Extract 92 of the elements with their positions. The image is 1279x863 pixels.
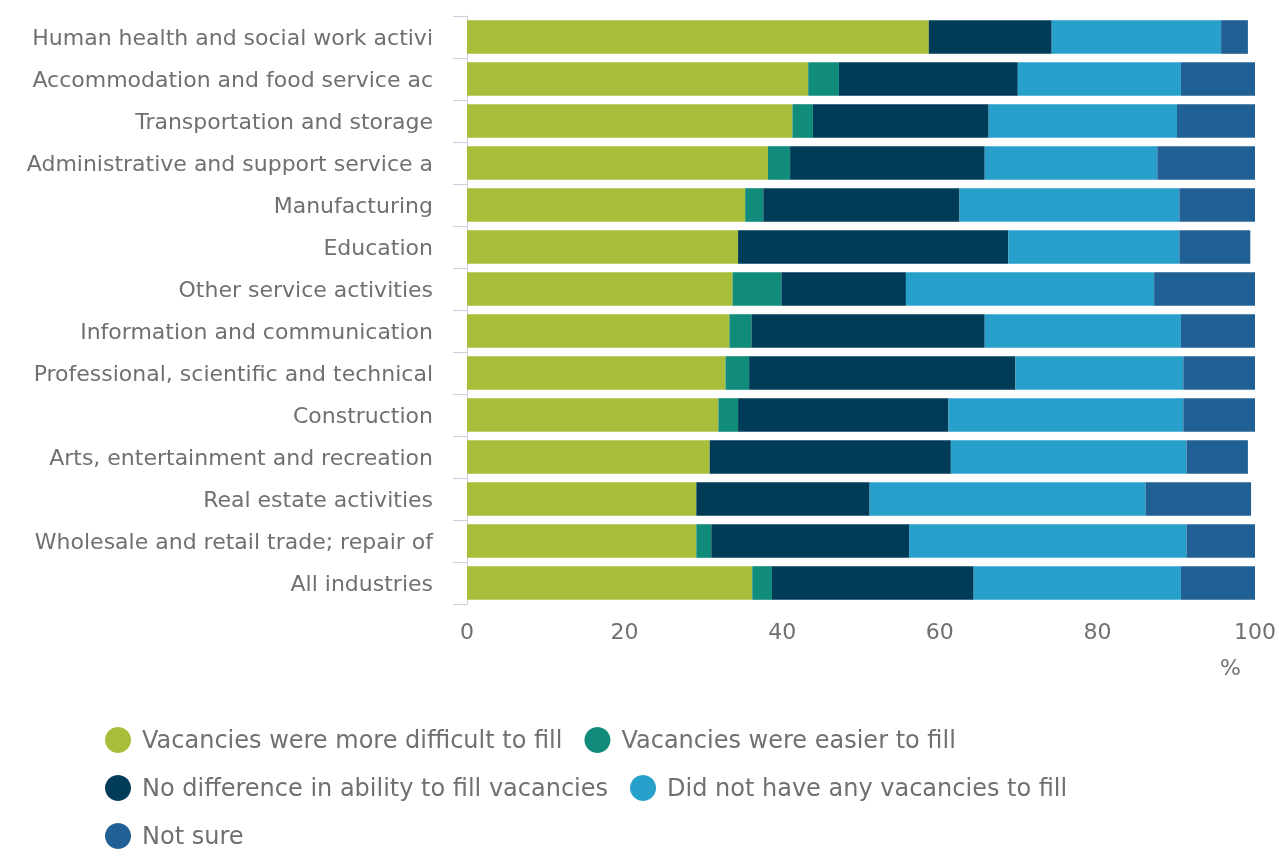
y-tick-label: Arts, entertainment and recreation — [49, 444, 433, 470]
bar — [738, 398, 949, 432]
bar — [1176, 104, 1255, 138]
bar — [1145, 482, 1252, 516]
bar — [1180, 566, 1255, 600]
y-tick-label: Other service activities — [178, 276, 433, 302]
legend-label: Did not have any vacancies to fill — [667, 774, 1068, 802]
bar — [959, 188, 1180, 222]
y-tick-label: Education — [323, 234, 433, 260]
bar — [467, 482, 697, 516]
bar — [768, 146, 791, 180]
bar — [696, 482, 870, 516]
bar — [732, 272, 782, 306]
bar — [467, 146, 769, 180]
legend-label: Vacancies were more difficult to fill — [142, 726, 563, 754]
x-tick-label: 20 — [610, 618, 639, 644]
bar — [1051, 20, 1222, 54]
bar — [749, 356, 1016, 390]
bar — [771, 566, 974, 600]
bar — [1015, 356, 1184, 390]
bar — [467, 20, 929, 54]
bar — [752, 566, 772, 600]
bar — [745, 188, 764, 222]
legend-label: Vacancies were easier to fill — [621, 726, 956, 754]
bar — [467, 440, 710, 474]
bar — [781, 272, 906, 306]
bar — [725, 356, 750, 390]
y-tick-label: Manufacturing — [273, 192, 433, 218]
y-tick-label: Professional, scientific and technical — [33, 360, 433, 386]
bar — [838, 62, 1018, 96]
bar — [984, 314, 1181, 348]
legend-label: Not sure — [142, 822, 244, 850]
x-tick-label: 0 — [460, 618, 474, 644]
x-tick-label: 100 — [1234, 618, 1276, 644]
bar — [928, 20, 1052, 54]
y-tick-label: Wholesale and retail trade; repair of — [34, 528, 435, 554]
bar — [950, 440, 1187, 474]
bar — [812, 104, 989, 138]
y-tick-label: Information and communication — [80, 318, 433, 344]
bar — [711, 524, 910, 558]
bar — [467, 356, 726, 390]
bar — [1186, 440, 1248, 474]
x-axis-title: % — [1220, 654, 1241, 680]
x-tick-label: 80 — [1083, 618, 1112, 644]
y-tick-label: Transportation and storage — [134, 108, 433, 134]
bar — [1183, 398, 1255, 432]
bar — [1179, 188, 1255, 222]
bar — [808, 62, 839, 96]
bar — [467, 230, 739, 264]
legend-label: No difference in ability to fill vacancies — [142, 774, 609, 802]
bar — [738, 230, 1009, 264]
bar — [869, 482, 1146, 516]
bar — [709, 440, 951, 474]
bar — [467, 524, 697, 558]
bar — [973, 566, 1181, 600]
bar — [729, 314, 752, 348]
bar — [984, 146, 1158, 180]
x-tick-label: 40 — [768, 618, 797, 644]
y-tick-label: Administrative and support service a — [26, 150, 433, 176]
y-tick-label: Human health and social work activi — [32, 24, 433, 50]
bar — [467, 566, 753, 600]
bar — [1186, 524, 1255, 558]
bar — [467, 104, 793, 138]
bar — [1017, 62, 1181, 96]
bar — [718, 398, 739, 432]
bar — [792, 104, 813, 138]
bar — [467, 398, 719, 432]
bar — [988, 104, 1177, 138]
bar — [790, 146, 985, 180]
bar — [467, 62, 809, 96]
bar — [467, 314, 730, 348]
bar — [1180, 62, 1255, 96]
bar — [1183, 356, 1255, 390]
bar — [1179, 230, 1251, 264]
bar — [467, 272, 733, 306]
y-tick-label: Accommodation and food service ac — [32, 66, 433, 92]
bar — [1154, 272, 1255, 306]
bar — [905, 272, 1155, 306]
bar — [909, 524, 1187, 558]
bar — [1157, 146, 1255, 180]
bar — [763, 188, 960, 222]
bar — [1008, 230, 1180, 264]
x-tick-label: 60 — [925, 618, 954, 644]
bar — [1180, 314, 1255, 348]
bar — [467, 188, 746, 222]
y-tick-label: Real estate activities — [203, 486, 433, 512]
y-tick-label: All industries — [290, 570, 433, 596]
bar — [948, 398, 1184, 432]
bar — [751, 314, 985, 348]
bar — [1221, 20, 1248, 54]
bar — [696, 524, 712, 558]
y-tick-label: Construction — [292, 402, 433, 428]
